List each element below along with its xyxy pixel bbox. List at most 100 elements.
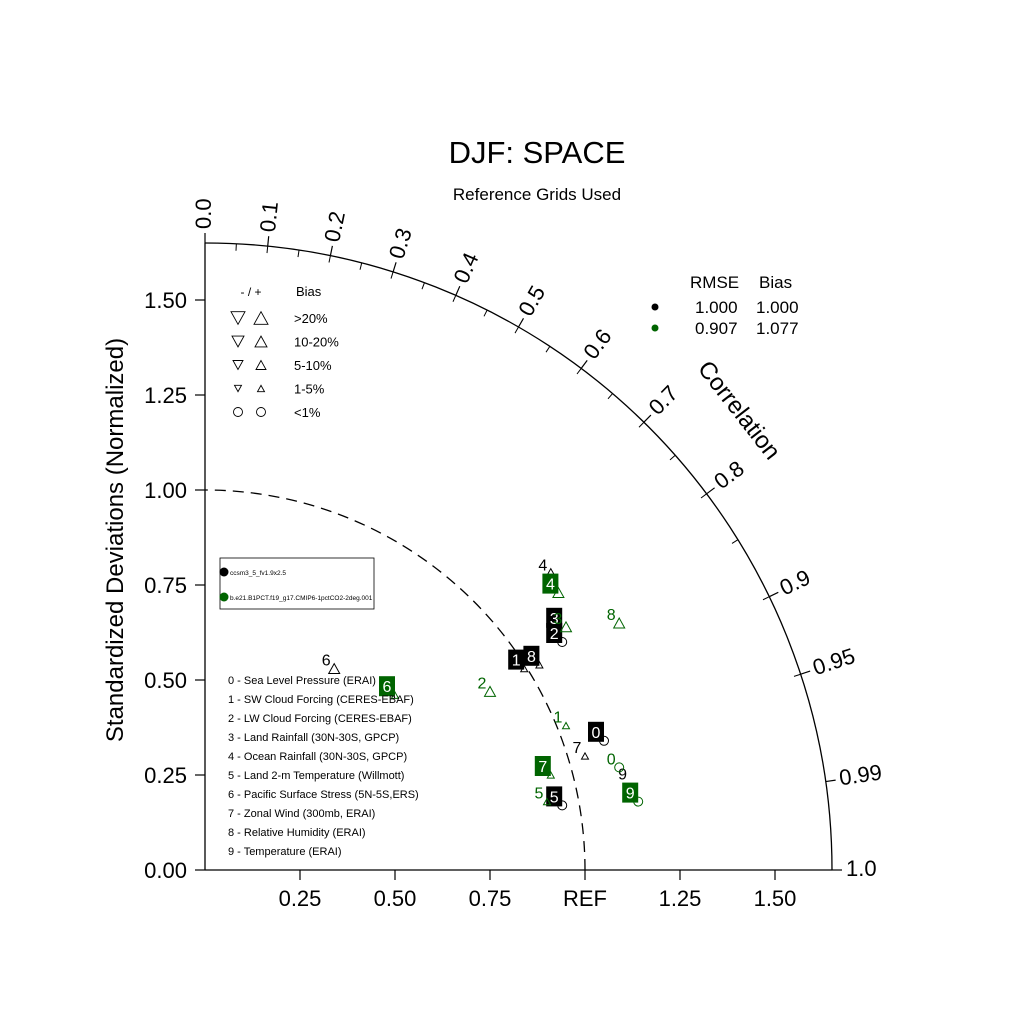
point-label-box — [508, 649, 525, 670]
variable-list-item: 5 - Land 2-m Temperature (Willmott) — [228, 770, 404, 782]
point-label: 0 — [592, 725, 601, 742]
data-point: 0 — [588, 721, 609, 746]
correlation-tick — [392, 262, 397, 273]
bias-legend-row: 10-20% — [294, 335, 339, 350]
correlation-label: Correlation — [692, 356, 786, 465]
correlation-tick — [825, 779, 836, 783]
variable-list-item: 6 - Pacific Surface Stress (5N-5S,ERS) — [228, 789, 419, 801]
point-label-box — [546, 786, 563, 807]
bias-legend-sign: - / + — [240, 285, 261, 299]
correlation-tick — [329, 245, 333, 256]
correlation-minor-tick — [483, 309, 488, 317]
bias-up-triangle-icon — [256, 384, 266, 393]
x-tick-label: 0.75 — [469, 886, 512, 911]
reference-arc — [204, 489, 586, 871]
bias-down-triangle-icon — [230, 311, 246, 326]
correlation-minor-tick — [328, 255, 331, 263]
correlation-minor-tick — [576, 368, 582, 375]
variable-list-item: 2 - LW Cloud Forcing (CERES-EBAF) — [228, 713, 412, 725]
point-label-box — [542, 573, 559, 594]
bias-legend-row: 1-5% — [294, 382, 325, 397]
correlation-tick — [706, 487, 715, 495]
point-label: 4 — [538, 558, 547, 575]
point-label: 5 — [550, 789, 559, 806]
data-point: 8 — [607, 607, 626, 629]
data-point: 9 — [618, 767, 627, 784]
point-label: 8 — [527, 649, 536, 666]
data-point: 2 — [546, 623, 568, 647]
data-point: 5 — [546, 786, 568, 811]
data-point: 8 — [523, 645, 544, 669]
point-marker — [542, 797, 552, 806]
stats-rmse-value: 1.000 — [695, 298, 738, 317]
data-point: 0 — [607, 751, 625, 773]
point-label: 2 — [550, 626, 559, 643]
bias-down-triangle-icon — [233, 384, 243, 393]
variable-list-item: 0 - Sea Level Pressure (ERAI) — [228, 675, 376, 687]
point-label: 5 — [535, 786, 544, 803]
case-dot-icon — [219, 567, 229, 577]
correlation-minor-tick — [731, 539, 739, 544]
x-tick-label: REF — [563, 886, 607, 911]
variable-list-item: 8 - Relative Humidity (ERAI) — [228, 827, 366, 839]
correlation-tick-label: 0.4 — [448, 249, 483, 287]
chart-subtitle: Reference Grids Used — [453, 185, 621, 204]
correlation-tick-label: 0.6 — [578, 324, 616, 363]
series-dot-icon — [651, 303, 659, 311]
point-label: 8 — [607, 607, 616, 624]
point-label-box — [546, 607, 563, 628]
data-point: 1 — [554, 710, 571, 730]
x-tick-label: 0.50 — [374, 886, 417, 911]
y-tick-label: 0.75 — [144, 573, 187, 598]
point-label: 3 — [550, 611, 559, 628]
bias-down-triangle-icon — [232, 360, 244, 371]
case-legend-name: b.e21.B1PCT.f19_g17.CMIP6-1pctCO2-2deg.0… — [230, 595, 373, 602]
correlation-tick — [455, 285, 461, 296]
correlation-minor-tick — [390, 271, 394, 279]
point-label: 2 — [478, 675, 487, 692]
data-point: 1 — [508, 649, 529, 673]
bias-up-triangle-icon — [255, 359, 267, 370]
point-label: 6 — [322, 653, 331, 670]
data-point: 7 — [534, 756, 556, 779]
correlation-tick — [643, 414, 652, 423]
correlation-minor-tick — [762, 596, 770, 601]
variable-list-item: 3 - Land Rainfall (30N-30S, GPCP) — [228, 732, 399, 744]
plot-frame: 0.000.250.500.751.001.251.500.25 0.50 0.75… — [144, 198, 883, 911]
correlation-tick-label: 0.5 — [513, 281, 550, 320]
x-tick-label: 1.25 — [659, 886, 702, 911]
point-label: 7 — [573, 740, 582, 757]
stats-header-bias: Bias — [759, 273, 792, 292]
point-label: 4 — [546, 577, 555, 594]
y-tick-label: 1.00 — [144, 478, 187, 503]
bias-legend-row: <1% — [294, 405, 321, 420]
point-label-box — [546, 623, 563, 643]
series-dot-icon — [651, 324, 659, 332]
correlation-tick — [267, 236, 270, 247]
bias-legend-row: 5-10% — [294, 358, 332, 373]
correlation-minor-tick — [638, 421, 645, 428]
stats-bias-value: 1.077 — [756, 319, 799, 338]
correlation-tick-label: 0.2 — [319, 209, 350, 244]
bias-circle-icon — [256, 407, 266, 417]
y-tick-label: 0.00 — [144, 858, 187, 883]
y-tick-label: 0.25 — [144, 763, 187, 788]
point-label-box — [379, 676, 395, 697]
point-label: 1 — [554, 710, 563, 727]
correlation-minor-tick — [514, 326, 519, 334]
case-legend-box — [219, 557, 375, 610]
variable-list-item: 9 - Temperature (ERAI) — [228, 846, 342, 858]
variable-list: 0 - Sea Level Pressure (ERAI) 1 - SW Clou… — [228, 675, 419, 858]
correlation-minor-tick — [669, 454, 676, 461]
correlation-tick-label: 0.7 — [644, 380, 683, 419]
y-tick-label: 1.25 — [144, 383, 187, 408]
data-point: 2 — [478, 675, 497, 697]
variable-list-item: 1 - SW Cloud Forcing (CERES-EBAF) — [228, 694, 414, 706]
correlation-tick-label: 0.99 — [838, 759, 884, 790]
correlation-minor-tick — [421, 282, 425, 290]
bias-legend-row: >20% — [294, 311, 328, 326]
data-point: 3 — [546, 607, 563, 628]
x-tick-label: 1.50 — [754, 886, 797, 911]
correlation-tick-label: 0.0 — [191, 198, 216, 229]
